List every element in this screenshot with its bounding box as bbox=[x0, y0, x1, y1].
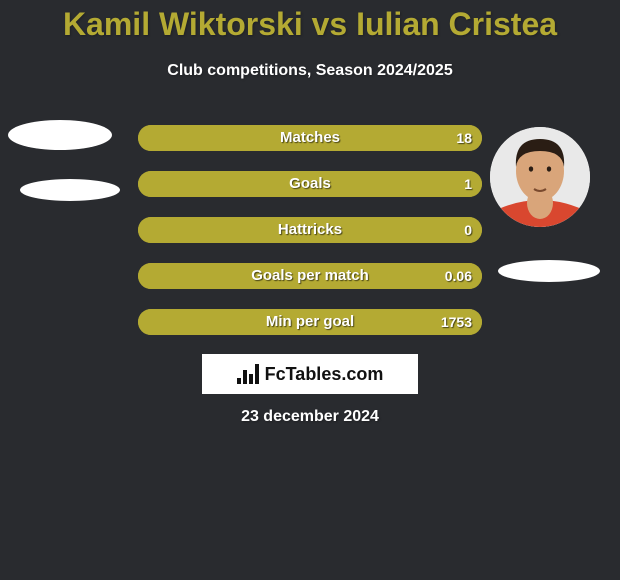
avatar-eye-left bbox=[529, 166, 533, 171]
branding-badge: FcTables.com bbox=[202, 354, 418, 394]
avatar-right-photo bbox=[490, 127, 590, 227]
stat-label: Goals bbox=[138, 171, 482, 197]
stat-row: Goals1 bbox=[138, 171, 482, 197]
stat-row: Hattricks0 bbox=[138, 217, 482, 243]
stat-value-right: 1 bbox=[464, 171, 472, 197]
chart-bars-icon bbox=[237, 364, 259, 384]
avatar-eye-right bbox=[547, 166, 551, 171]
stat-value-right: 1753 bbox=[441, 309, 472, 335]
club-badge-left bbox=[20, 179, 120, 201]
stat-label: Min per goal bbox=[138, 309, 482, 335]
stat-row: Matches18 bbox=[138, 125, 482, 151]
generated-date: 23 december 2024 bbox=[0, 408, 620, 426]
stat-label: Goals per match bbox=[138, 263, 482, 289]
page-subtitle: Club competitions, Season 2024/2025 bbox=[0, 62, 620, 80]
stat-label: Hattricks bbox=[138, 217, 482, 243]
stat-row: Goals per match0.06 bbox=[138, 263, 482, 289]
comparison-infographic: Kamil Wiktorski vs Iulian Cristea Club c… bbox=[0, 0, 620, 580]
comparison-bars: Matches18 Goals1 Hattricks0 Goals per match… bbox=[138, 125, 482, 355]
stat-row: Min per goal1753 bbox=[138, 309, 482, 335]
avatar-left bbox=[8, 120, 112, 150]
club-badge-right bbox=[498, 260, 600, 282]
branding-text: FcTables.com bbox=[265, 364, 384, 385]
stat-label: Matches bbox=[138, 125, 482, 151]
avatar-right bbox=[490, 127, 590, 227]
page-title: Kamil Wiktorski vs Iulian Cristea bbox=[0, 6, 620, 43]
stat-value-right: 0.06 bbox=[445, 263, 472, 289]
stat-value-right: 0 bbox=[464, 217, 472, 243]
stat-value-right: 18 bbox=[456, 125, 472, 151]
